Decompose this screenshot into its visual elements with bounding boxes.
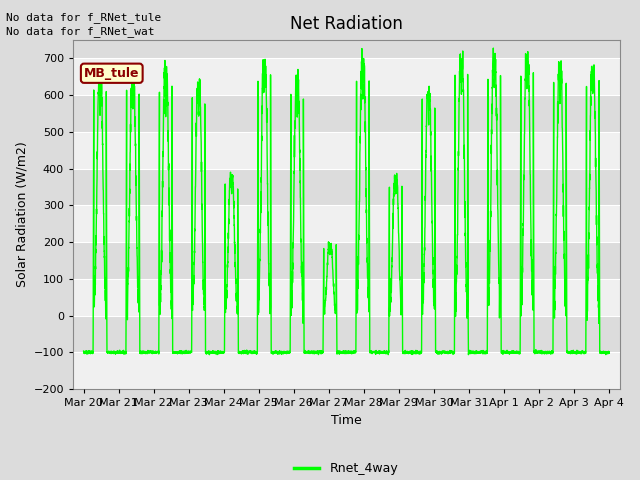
Legend: Rnet_4way: Rnet_4way [289,457,403,480]
Title: Net Radiation: Net Radiation [290,15,403,33]
X-axis label: Time: Time [331,414,362,427]
Bar [73,279,620,315]
Text: MB_tule: MB_tule [84,67,140,80]
Text: No data for f_RNet_wat: No data for f_RNet_wat [6,26,155,37]
Bar [73,59,620,95]
Text: No data for f_RNet_tule: No data for f_RNet_tule [6,12,162,23]
Bar [73,132,620,168]
Y-axis label: Solar Radiation (W/m2): Solar Radiation (W/m2) [15,142,28,288]
Bar [73,205,620,242]
Bar [73,352,620,389]
